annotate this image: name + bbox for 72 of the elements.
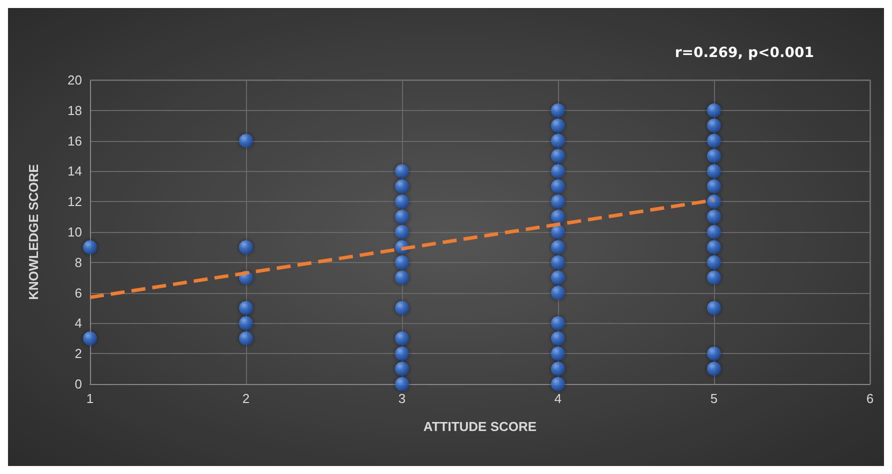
point [707,164,721,178]
x-axis-title: ATTITUDE SCORE [423,419,537,434]
y-tick-label: 12 [68,194,82,210]
point [239,134,253,148]
point [707,103,721,118]
point [551,270,565,285]
point [707,118,721,133]
y-tick-label: 0 [74,376,82,392]
x-tick-label: 1 [86,391,94,406]
point [707,179,721,194]
point [551,134,565,148]
point [83,331,97,346]
point [551,179,565,194]
point [551,377,565,391]
point [551,103,565,118]
point [395,164,409,178]
y-tick-label: 16 [68,133,82,148]
y-tick-label: 4 [74,316,82,331]
x-tick-label: 3 [398,391,406,406]
point [551,225,565,239]
point [239,301,253,315]
point [551,118,565,133]
y-tick-label: 18 [68,102,82,118]
point [551,164,565,178]
point [239,240,253,254]
point [707,134,721,148]
point [707,194,721,209]
point [551,149,565,163]
y-tick-label: 10 [68,224,82,240]
point [707,210,721,224]
point [707,255,721,270]
point [707,149,721,163]
x-tick-label: 5 [710,391,718,406]
x-tick-label: 6 [866,391,874,406]
point [395,179,409,194]
point [551,362,565,376]
point [551,316,565,330]
point [395,301,409,315]
point [395,362,409,376]
text: r=0.269, p<0.001 [674,45,814,61]
x-tick-label: 2 [242,391,250,406]
point [551,194,565,209]
point [551,286,565,300]
point [551,346,565,361]
y-tick-label: 14 [68,164,82,179]
point [395,255,409,270]
point [551,255,565,270]
point [707,301,721,315]
point [707,225,721,239]
point [707,240,721,254]
point [395,194,409,209]
point [707,362,721,376]
point [707,346,721,361]
point [395,225,409,239]
point [395,270,409,285]
point [551,210,565,224]
point [707,270,721,285]
point [83,240,97,254]
y-tick-label: 6 [74,285,82,300]
point [551,240,565,254]
point [395,377,409,391]
point [395,210,409,224]
y-axis-title: KNOWLEDGE SCORE [26,164,41,300]
point [239,331,253,346]
point [395,346,409,361]
y-tick-label: 8 [74,254,82,270]
point [551,331,565,346]
x-tick-label: 4 [554,391,562,406]
point [395,331,409,346]
y-tick-label: 20 [68,72,82,88]
point [239,316,253,330]
y-tick-label: 2 [74,346,82,362]
